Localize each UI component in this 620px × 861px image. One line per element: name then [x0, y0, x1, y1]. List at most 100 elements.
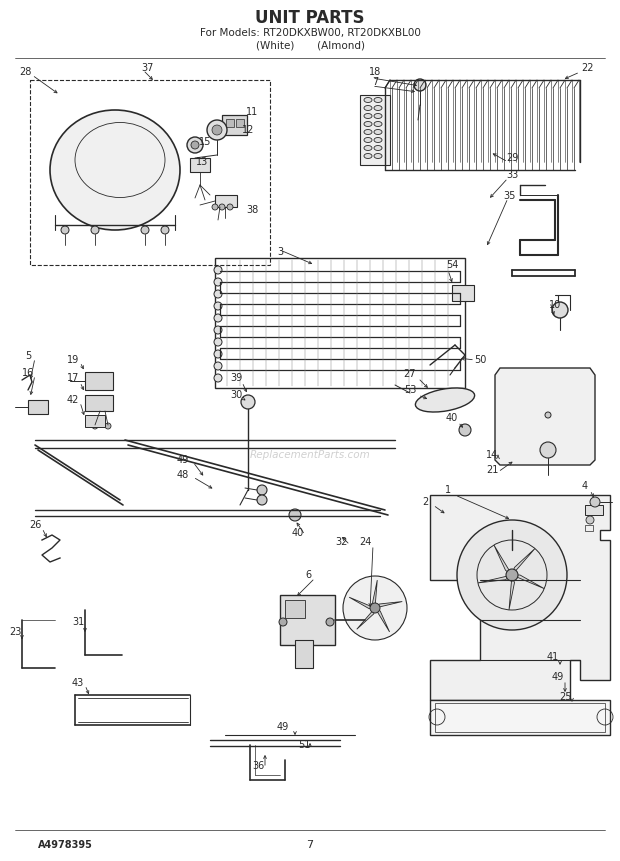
- Circle shape: [91, 226, 99, 234]
- Ellipse shape: [364, 146, 372, 151]
- Text: 15: 15: [199, 137, 211, 147]
- Ellipse shape: [364, 106, 372, 110]
- Bar: [215, 195, 237, 207]
- Ellipse shape: [50, 110, 180, 230]
- Circle shape: [590, 497, 600, 507]
- Circle shape: [257, 485, 267, 495]
- Circle shape: [459, 424, 471, 436]
- Text: 7: 7: [372, 77, 378, 87]
- Bar: [28, 400, 48, 414]
- Ellipse shape: [374, 129, 382, 134]
- Bar: [190, 158, 210, 172]
- Circle shape: [370, 603, 380, 613]
- Text: 32: 32: [336, 537, 348, 547]
- Ellipse shape: [374, 97, 382, 102]
- Text: 31: 31: [72, 617, 84, 627]
- Text: 49: 49: [552, 672, 564, 682]
- Text: 22: 22: [582, 63, 594, 73]
- Circle shape: [540, 442, 556, 458]
- Circle shape: [214, 374, 222, 382]
- Text: 41: 41: [547, 652, 559, 662]
- Text: 54: 54: [446, 260, 458, 270]
- Circle shape: [212, 125, 222, 135]
- Text: 29: 29: [506, 153, 518, 163]
- Ellipse shape: [374, 121, 382, 127]
- Text: 12: 12: [242, 125, 254, 135]
- Bar: [85, 395, 113, 411]
- Bar: [435, 703, 605, 732]
- Bar: [280, 595, 335, 645]
- Bar: [585, 505, 603, 515]
- Text: 30: 30: [230, 390, 242, 400]
- Circle shape: [227, 204, 233, 210]
- Text: 28: 28: [19, 67, 31, 77]
- Bar: [452, 285, 474, 301]
- Text: 51: 51: [298, 740, 310, 750]
- Text: 53: 53: [404, 385, 416, 395]
- Ellipse shape: [364, 153, 372, 158]
- Bar: [295, 640, 313, 668]
- Text: 42: 42: [67, 395, 79, 405]
- Text: 4: 4: [582, 481, 588, 491]
- Text: 40: 40: [292, 528, 304, 538]
- Polygon shape: [478, 575, 512, 583]
- Polygon shape: [373, 580, 377, 608]
- Polygon shape: [430, 495, 610, 700]
- Circle shape: [214, 290, 222, 298]
- Circle shape: [343, 576, 407, 640]
- Text: 18: 18: [369, 67, 381, 77]
- Circle shape: [214, 362, 222, 370]
- Circle shape: [187, 137, 203, 153]
- Text: 43: 43: [72, 678, 84, 688]
- Text: 33: 33: [506, 170, 518, 180]
- Ellipse shape: [374, 138, 382, 143]
- Text: 1: 1: [445, 485, 451, 495]
- Text: 7: 7: [306, 840, 314, 850]
- Circle shape: [586, 516, 594, 524]
- Text: 38: 38: [246, 205, 258, 215]
- Text: (White)       (Almond): (White) (Almond): [255, 41, 365, 51]
- Circle shape: [545, 412, 551, 418]
- Text: 49: 49: [277, 722, 289, 732]
- Circle shape: [326, 618, 334, 626]
- Text: 50: 50: [474, 355, 486, 365]
- Text: 35: 35: [504, 191, 516, 201]
- Bar: [85, 372, 113, 390]
- Bar: [215, 258, 465, 388]
- Circle shape: [219, 204, 225, 210]
- Text: 2: 2: [422, 497, 428, 507]
- Circle shape: [257, 495, 267, 505]
- Text: 26: 26: [29, 520, 41, 530]
- Polygon shape: [375, 608, 389, 632]
- Text: 10: 10: [549, 300, 561, 310]
- Circle shape: [214, 266, 222, 274]
- Text: UNIT PARTS: UNIT PARTS: [255, 9, 365, 27]
- Bar: [236, 119, 244, 127]
- Text: 23: 23: [9, 627, 21, 637]
- Circle shape: [214, 350, 222, 358]
- Ellipse shape: [364, 97, 372, 102]
- Polygon shape: [356, 608, 375, 629]
- Circle shape: [61, 226, 69, 234]
- Text: 6: 6: [305, 570, 311, 580]
- Circle shape: [92, 423, 98, 429]
- Bar: [585, 525, 593, 531]
- Circle shape: [105, 423, 111, 429]
- Polygon shape: [375, 602, 402, 608]
- Circle shape: [289, 509, 301, 521]
- Bar: [222, 115, 247, 135]
- Ellipse shape: [364, 138, 372, 143]
- Circle shape: [212, 204, 218, 210]
- Circle shape: [161, 226, 169, 234]
- Ellipse shape: [364, 114, 372, 119]
- Circle shape: [552, 302, 568, 318]
- Circle shape: [214, 302, 222, 310]
- Bar: [360, 95, 390, 165]
- Bar: [226, 119, 234, 127]
- Ellipse shape: [364, 121, 372, 127]
- Text: ReplacementParts.com: ReplacementParts.com: [250, 450, 370, 460]
- Ellipse shape: [374, 153, 382, 158]
- Text: For Models: RT20DKXBW00, RT20DKXBL00: For Models: RT20DKXBW00, RT20DKXBL00: [200, 28, 420, 38]
- Ellipse shape: [374, 106, 382, 110]
- Text: 21: 21: [486, 465, 498, 475]
